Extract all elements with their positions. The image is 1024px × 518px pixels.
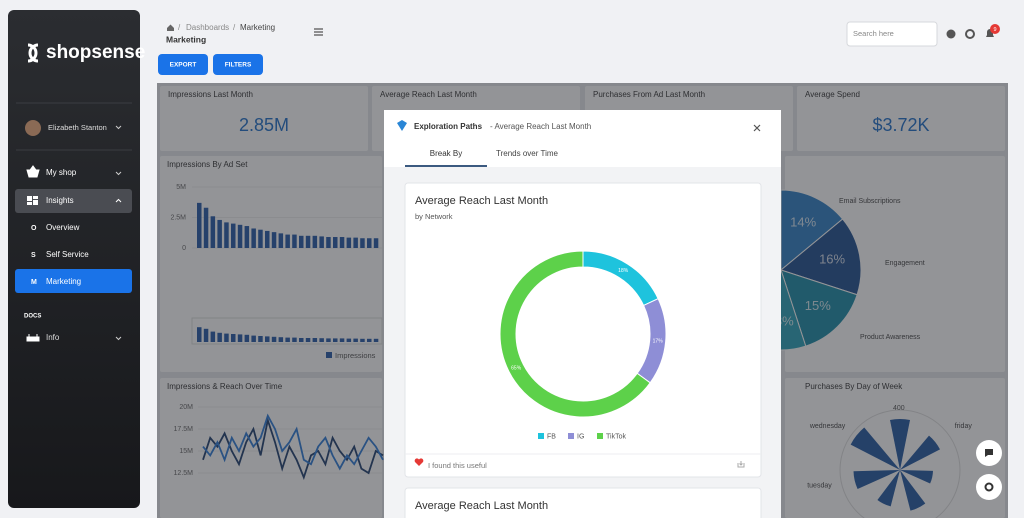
filters-button[interactable]	[213, 54, 263, 75]
chevron	[115, 125, 122, 130]
legend-swatch	[538, 433, 544, 439]
close-button[interactable]	[753, 124, 761, 132]
feedback[interactable]: I found this useful	[428, 461, 487, 470]
nav-active-group	[15, 189, 132, 213]
donut-slice	[499, 250, 651, 418]
nav-letter: O	[31, 225, 37, 232]
logo-icon	[27, 43, 39, 63]
chevron	[115, 198, 122, 203]
insights-icon	[33, 200, 38, 205]
brand: shopsense	[46, 42, 145, 63]
chart-title: Average Reach Last Month	[415, 195, 548, 207]
chart-title: Average Reach Last Month	[415, 500, 548, 512]
data-label: 18%	[618, 268, 629, 274]
chat-icon	[985, 449, 993, 457]
badge-count: 9	[993, 27, 996, 33]
chart-card	[404, 487, 762, 518]
legend-label: IG	[577, 433, 584, 440]
modal-subtitle: - Average Reach Last Month	[490, 122, 591, 131]
legend-label: FB	[547, 433, 556, 440]
menu-icon[interactable]	[314, 28, 323, 36]
tab[interactable]: Break By	[430, 149, 462, 158]
nav-item[interactable]: My shop	[46, 168, 77, 177]
search-box[interactable]	[846, 21, 938, 47]
sidebar: shopsense Elizabeth Stanton DOCS Info My…	[8, 10, 145, 508]
button-label[interactable]: EXPORT	[170, 62, 197, 69]
nav-item[interactable]: Info	[46, 333, 60, 342]
search-placeholder[interactable]: Search here	[853, 29, 894, 38]
insights-icon	[27, 196, 32, 201]
header: / Dashboards / Marketing Marketing EXPOR…	[158, 21, 1000, 75]
section-label: DOCS	[24, 314, 41, 320]
nav-letter: S	[31, 252, 36, 259]
modal: Exploration Paths - Average Reach Last M…	[384, 110, 781, 518]
legend-swatch	[568, 433, 574, 439]
page-title: Marketing	[166, 34, 206, 44]
chart-card	[404, 182, 762, 478]
chevron	[115, 171, 122, 176]
legend-label: TikTok	[606, 433, 626, 440]
download-icon[interactable]	[737, 461, 745, 468]
export-button[interactable]	[158, 54, 208, 75]
user-name[interactable]: Elizabeth Stanton	[48, 123, 107, 132]
nav-item[interactable]: Self Service	[46, 250, 89, 259]
nav-item[interactable]: Overview	[46, 223, 80, 232]
insights-icon	[33, 196, 38, 199]
sidebar-panel	[8, 10, 140, 508]
nav-item[interactable]: Marketing	[46, 277, 81, 286]
separator: /	[233, 23, 236, 32]
nav-active-item	[15, 269, 132, 293]
modal-icon	[397, 120, 407, 131]
home-icon[interactable]	[167, 24, 174, 32]
settings-button[interactable]	[976, 474, 1002, 500]
heart-icon[interactable]	[414, 458, 424, 466]
legend-swatch	[597, 433, 603, 439]
shop-icon	[26, 165, 40, 178]
button-label[interactable]: FILTERS	[225, 62, 252, 69]
badge	[990, 24, 1000, 34]
avatar	[25, 120, 41, 136]
chevron	[115, 336, 122, 341]
nav-item[interactable]: Insights	[46, 196, 74, 205]
chart-subtitle: by Network	[415, 212, 453, 221]
data-label: 17%	[653, 338, 664, 344]
separator: /	[178, 23, 181, 32]
settings-icon	[984, 482, 994, 492]
settings-icon[interactable]	[965, 29, 975, 39]
insights-icon	[27, 202, 32, 205]
tab[interactable]: Trends over Time	[496, 149, 558, 158]
modal-title: Exploration Paths	[414, 122, 483, 131]
info-icon	[26, 334, 40, 342]
nav-letter: M	[31, 279, 37, 286]
breadcrumb[interactable]: Dashboards	[186, 23, 229, 32]
floating-buttons	[976, 440, 1002, 500]
data-label: 65%	[511, 365, 522, 371]
breadcrumb: Marketing	[240, 23, 275, 32]
account-icon[interactable]	[946, 29, 956, 39]
